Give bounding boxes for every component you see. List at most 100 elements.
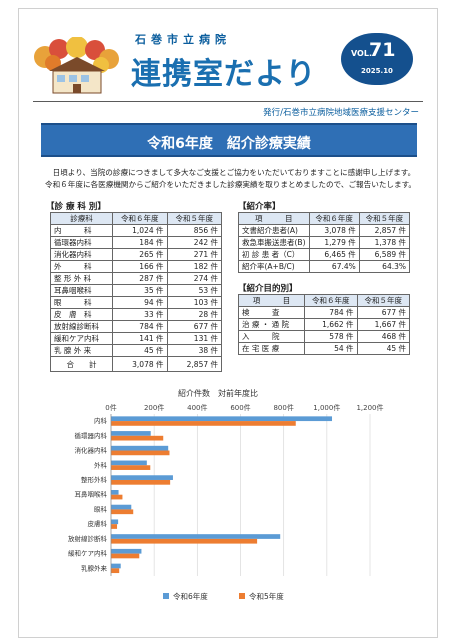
value-cell: 45 件: [112, 344, 168, 357]
value-cell: 141 件: [112, 332, 168, 345]
x-tick-label: 400件: [187, 403, 207, 412]
volume-label: VOL.: [351, 49, 372, 58]
value-cell: 677 件: [356, 306, 410, 319]
value-cell: 6,465 件: [308, 248, 360, 261]
table-row: 整 形 外 科 287 件 274 件: [50, 272, 222, 285]
row-label-cell: 外 科: [50, 260, 113, 273]
total-value-cell: 3,078 件: [112, 356, 168, 372]
purpose-table-label: 【紹介目的別】: [238, 284, 298, 294]
legend-label: 令和5年度: [249, 591, 284, 601]
x-tick-label: 200件: [144, 403, 164, 412]
bar-r6: [111, 416, 333, 422]
row-label-cell: 文書紹介患者(A): [238, 224, 310, 237]
total-row: 合 計 3,078 件 2,857 件: [50, 356, 222, 372]
value-cell: 94 件: [112, 296, 168, 309]
bar-r6: [111, 489, 119, 495]
table-row: 放射線診断科 784 件 677 件: [50, 320, 222, 333]
bar-r5: [111, 435, 164, 441]
total-label-cell: 合 計: [50, 356, 113, 372]
table-row: 救急車搬送患者(B) 1,279 件 1,378 件: [238, 236, 411, 249]
referral-bar-chart: 紹介件数 対前年度比 0件 200件 400件 600件 800件 1,000件 1,200件…: [68, 388, 384, 601]
column-header: 令和６年度: [112, 212, 168, 225]
column-header: 項 目: [238, 212, 310, 225]
row-label-cell: 消化器内科: [50, 248, 113, 261]
column-header: 令和６年度: [308, 212, 360, 225]
value-cell: 1,024 件: [112, 224, 168, 237]
category-label: 消化器内科: [75, 446, 108, 455]
table-row: 消化器内科 265 件 271 件: [50, 248, 222, 261]
value-cell: 1,667 件: [356, 318, 410, 331]
header-divider: [33, 101, 423, 102]
category-label: 眼科: [94, 504, 108, 513]
category-label: 内科: [94, 416, 108, 425]
bar-r5: [111, 538, 258, 544]
hospital-name: 石巻市立病院: [135, 33, 231, 46]
table-header-row: 診療科 令和６年度 令和５年度: [50, 212, 222, 225]
column-header: 診療科: [50, 212, 113, 225]
row-label-cell: 放射線診断科: [50, 320, 113, 333]
bar-r6: [111, 445, 169, 451]
value-cell: 1,279 件: [308, 236, 360, 249]
value-cell: 182 件: [166, 260, 222, 273]
category-label: 耳鼻咽喉科: [75, 490, 108, 499]
table-row: 皮 膚 科 33 件 28 件: [50, 308, 222, 321]
category-label: 皮膚科: [88, 519, 108, 528]
value-cell: 856 件: [166, 224, 222, 237]
legend-label: 令和6年度: [173, 591, 208, 601]
bar-r6: [111, 504, 132, 510]
bar-r6: [111, 475, 173, 480]
bar-r5: [111, 479, 171, 485]
bar-r5: [111, 509, 134, 515]
value-cell: 265 件: [112, 248, 168, 261]
value-cell: 64.3%: [358, 260, 411, 273]
bar-r6: [111, 548, 142, 554]
bar-r5: [111, 421, 296, 426]
value-cell: 271 件: [166, 248, 222, 261]
value-cell: 2,857 件: [358, 224, 411, 237]
value-cell: 274 件: [166, 272, 222, 285]
category-label: 循環器内科: [75, 431, 108, 440]
category-label: 乳腺外来: [81, 563, 108, 572]
row-label-cell: 耳鼻咽喉科: [50, 284, 113, 297]
column-header: 令和６年度: [304, 294, 358, 307]
bar-r6: [111, 431, 151, 436]
value-cell: 468 件: [356, 330, 410, 343]
table-row: 眼 科 94 件 103 件: [50, 296, 222, 309]
bar-r6: [111, 534, 281, 539]
table-row: 循環器内科 184 件 242 件: [50, 236, 222, 249]
table-row: 耳鼻咽喉科 35 件 53 件: [50, 284, 222, 297]
x-tick-label: 1,000件: [313, 403, 340, 412]
value-cell: 166 件: [112, 260, 168, 273]
value-cell: 33 件: [112, 308, 168, 321]
value-cell: 45 件: [356, 342, 410, 355]
column-header: 令和５年度: [356, 294, 410, 307]
table-row: 外 科 166 件 182 件: [50, 260, 222, 273]
bar-r5: [111, 465, 151, 470]
table-row: 文書紹介患者(A) 3,078 件 2,857 件: [238, 224, 411, 237]
value-cell: 242 件: [166, 236, 222, 249]
column-header: 項 目: [238, 294, 305, 307]
x-tick-label: 800件: [273, 403, 293, 412]
table-row: 紹介率(A+B/C) 67.4% 64.3%: [238, 260, 411, 273]
bar-r5: [111, 524, 118, 529]
chart-title: 紹介件数 対前年度比: [178, 388, 258, 398]
dept-table-label: 【診 療 科 別】: [46, 202, 106, 212]
volume-badge: VOL. 71 2025.10: [341, 33, 413, 85]
category-label: 緩和ケア内科: [68, 549, 108, 558]
x-tick-label: 1,200件: [356, 403, 383, 412]
row-label-cell: 初 診 患 者（C）: [238, 248, 310, 261]
row-label-cell: 救急車搬送患者(B): [238, 236, 310, 249]
bar-r6: [111, 563, 121, 569]
value-cell: 784 件: [304, 306, 358, 319]
value-cell: 67.4%: [308, 260, 360, 273]
bar-r6: [111, 519, 119, 525]
legend-swatch: [239, 593, 245, 599]
rate-table: 項 目 令和６年度 令和５年度 文書紹介患者(A) 3,078 件 2,857 件救…: [238, 212, 411, 273]
row-label-cell: 皮 膚 科: [50, 308, 113, 321]
table-row: 在 宅 医 療 54 件 45 件: [238, 342, 410, 355]
table-row: 内 科 1,024 件 856 件: [50, 224, 222, 237]
value-cell: 54 件: [304, 342, 358, 355]
row-label-cell: 検 査: [238, 306, 305, 319]
dept-table: 診療科 令和６年度 令和５年度 内 科 1,024 件 856 件循環器内科 184 …: [50, 212, 222, 372]
total-value-cell: 2,857 件: [166, 356, 222, 372]
